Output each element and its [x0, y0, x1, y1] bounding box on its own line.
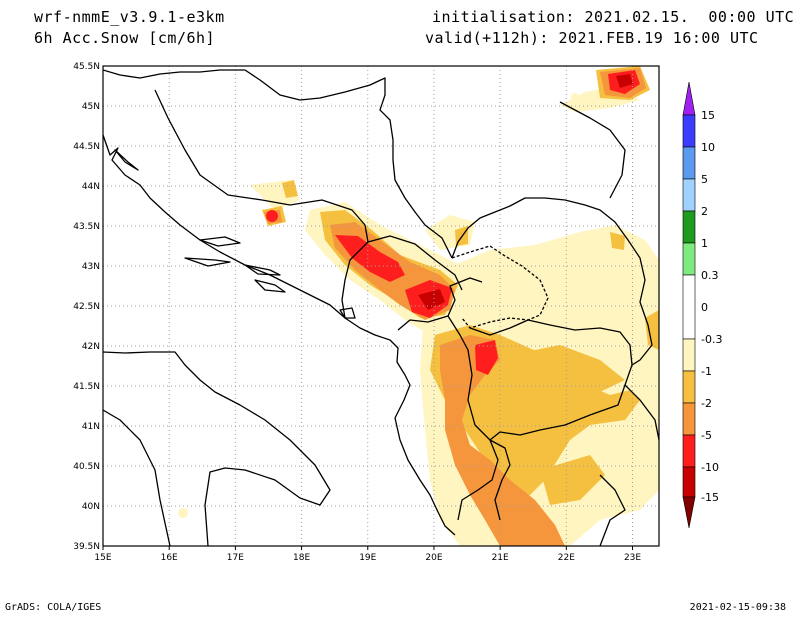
lon-tick-label: 17E	[227, 553, 244, 563]
legend-arrow-top	[682, 81, 696, 116]
valid-line: valid(+112h): 2021.FEB.19 16:00 UTC	[425, 29, 759, 47]
lat-tick-label: 42N	[82, 342, 100, 352]
lat-tick-label: 41N	[82, 422, 100, 432]
legend-labels: 15 10 5 2 1 0.3 0 -0.3 -1 -2 -5 -10 -15	[701, 109, 722, 504]
croatia-border	[367, 235, 463, 291]
legend-label: 15	[701, 109, 715, 122]
island-1	[199, 236, 241, 247]
greece-coast	[599, 384, 659, 546]
bosnia-border	[154, 89, 369, 319]
latitude-ticks: 45.5N 45N 44.5N 44N 43.5N 43N 42.5N 42N 41.5N 41N…	[73, 62, 100, 552]
model-title: wrf-nmmE_v3.9.1-e3km	[34, 8, 225, 26]
legend-label: 2	[701, 205, 708, 218]
italy-west-coast	[103, 409, 171, 546]
coastlines-and-borders	[103, 69, 659, 546]
lat-tick-label: 44.5N	[73, 142, 100, 152]
map-grid	[103, 66, 659, 546]
legend-swatch	[682, 274, 696, 340]
legend-label: 0.3	[701, 269, 719, 282]
island-2	[184, 257, 231, 267]
legend-swatch	[682, 114, 696, 148]
lat-tick-label: 43N	[82, 262, 100, 272]
legend-swatch	[682, 466, 696, 498]
legend-label: 1	[701, 237, 708, 250]
lon-tick-label: 19E	[359, 553, 376, 563]
lat-tick-label: 40.5N	[73, 462, 100, 472]
timestamp: 2021-02-15-09:38	[689, 602, 786, 613]
albania-east-border	[447, 315, 499, 521]
initialisation-line: initialisation: 2021.02.15. 00:00 UTC	[432, 8, 794, 26]
init-label: initialisation:	[432, 8, 575, 26]
lon-tick-label: 20E	[425, 553, 442, 563]
lat-tick-label: 44N	[82, 182, 100, 192]
legend-swatch	[682, 146, 696, 180]
lon-tick-label: 15E	[94, 553, 111, 563]
legend-swatch	[682, 338, 696, 372]
serbia-bulgaria-border	[451, 197, 653, 366]
lat-tick-label: 42.5N	[73, 302, 100, 312]
legend-label: -2	[701, 397, 712, 410]
init-value: 2021.02.15. 00:00 UTC	[584, 8, 795, 26]
legend-label: 10	[701, 141, 715, 154]
lat-tick-label: 43.5N	[73, 222, 100, 232]
island-5	[114, 149, 139, 171]
lat-tick-label: 41.5N	[73, 382, 100, 392]
lat-tick-label: 39.5N	[73, 542, 100, 552]
legend-label: -1	[701, 365, 712, 378]
albania-border	[397, 277, 483, 331]
legend-label: 5	[701, 173, 708, 186]
lon-tick-label: 16E	[161, 553, 178, 563]
lat-tick-label: 45.5N	[73, 62, 100, 72]
legend-label: -5	[701, 429, 712, 442]
legend-swatch	[682, 434, 696, 468]
legend-label: -0.3	[701, 333, 722, 346]
island-4	[254, 279, 286, 293]
bulgaria-north-border	[559, 101, 626, 199]
legend-label: 0	[701, 301, 708, 314]
grads-credit: GrADS: COLA/IGES	[5, 602, 102, 613]
lon-tick-label: 22E	[558, 553, 575, 563]
legend-swatch	[682, 210, 696, 244]
legend-colorbar	[682, 81, 696, 529]
valid-value: 2021.FEB.19 16:00 UTC	[558, 29, 759, 47]
lon-tick-label: 23E	[624, 553, 641, 563]
island-3	[244, 264, 281, 276]
macedonia-border	[469, 319, 633, 441]
snowfall-field	[178, 66, 659, 546]
legend-swatch	[682, 370, 696, 404]
snow-extreme-areas	[418, 74, 633, 310]
legend-label: -15	[701, 491, 719, 504]
kosovo-border	[451, 245, 549, 329]
island-6	[339, 307, 356, 319]
lat-tick-label: 45N	[82, 102, 100, 112]
variable-title: 6h Acc.Snow [cm/6h]	[34, 29, 216, 47]
lon-tick-label: 21E	[492, 553, 509, 563]
longitude-ticks: 15E 16E 17E 18E 19E 20E 21E 22E 23E	[94, 546, 641, 563]
legend-swatch	[682, 178, 696, 212]
legend-label: -10	[701, 461, 719, 474]
legend-swatch	[682, 402, 696, 436]
legend-arrow-bottom	[682, 496, 696, 529]
valid-label: valid(+112h):	[425, 29, 549, 47]
lat-tick-label: 40N	[82, 502, 100, 512]
lon-tick-label: 18E	[293, 553, 310, 563]
greece-border	[489, 439, 511, 521]
plot-frame	[102, 65, 660, 547]
italy-coast	[103, 351, 331, 546]
northern-border	[103, 69, 453, 259]
legend-swatch	[682, 242, 696, 276]
